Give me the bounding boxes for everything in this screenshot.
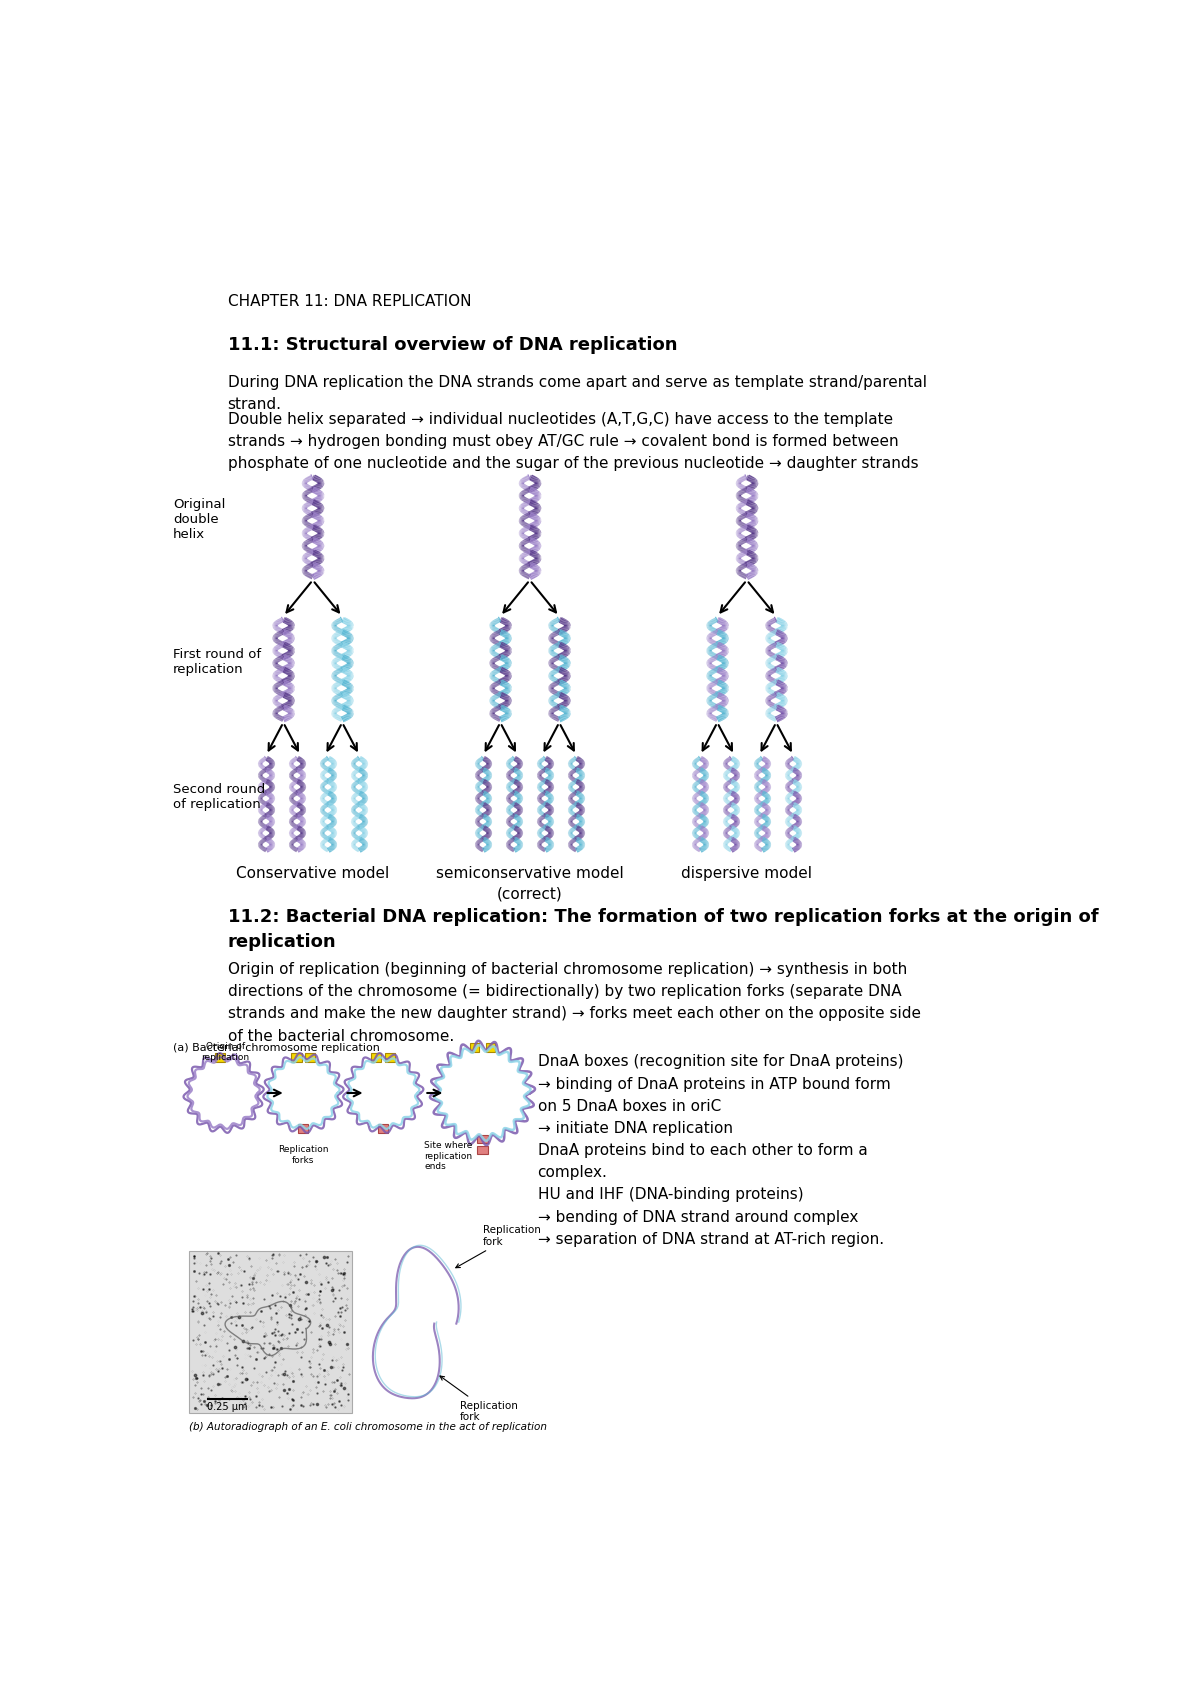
Text: DnaA boxes (recognition site for DnaA proteins)
→ binding of DnaA proteins in AT: DnaA boxes (recognition site for DnaA pr… [538,1054,904,1135]
Bar [188,1251,352,1412]
Bar [478,1145,488,1154]
Text: Site where
replication
ends: Site where replication ends [425,1142,473,1171]
Bar [378,1123,389,1134]
Text: DnaA proteins bind to each other to form a
complex.
HU and IHF (DNA-binding prot: DnaA proteins bind to each other to form… [538,1144,883,1247]
Text: Second round
of replication: Second round of replication [173,782,265,811]
Bar [299,1123,308,1134]
Text: Replication
fork: Replication fork [440,1376,518,1422]
Bar [486,1044,494,1052]
Bar [215,1052,224,1062]
Text: 11.2: Bacterial DNA replication: The formation of two replication forks at the o: 11.2: Bacterial DNA replication: The for… [228,908,1098,952]
Text: CHAPTER 11: DNA REPLICATION: CHAPTER 11: DNA REPLICATION [228,294,470,309]
Text: 11.1: Structural overview of DNA replication: 11.1: Structural overview of DNA replica… [228,336,677,355]
Text: 0.25 μm: 0.25 μm [208,1402,247,1412]
Bar [478,1135,488,1144]
Text: Origin of replication (beginning of bacterial chromosome replication) → synthesi: Origin of replication (beginning of bact… [228,962,920,1044]
Text: Replication
forks: Replication forks [278,1145,329,1164]
Text: First round of
replication: First round of replication [173,648,262,675]
Text: dispersive model: dispersive model [682,865,812,881]
Text: Original
double
helix: Original double helix [173,497,226,541]
Bar [371,1052,382,1062]
Text: During DNA replication the DNA strands come apart and serve as template strand/p: During DNA replication the DNA strands c… [228,375,926,412]
Bar [385,1052,395,1062]
Text: Replication
fork: Replication fork [456,1225,541,1268]
Bar [470,1044,479,1052]
Text: Origin of
replication: Origin of replication [202,1042,250,1062]
Text: semiconservative model
(correct): semiconservative model (correct) [436,865,624,901]
Text: (a) Bacterial chromosome replication: (a) Bacterial chromosome replication [173,1044,380,1052]
Text: Double helix separated → individual nucleotides (A,T,G,C) have access to the tem: Double helix separated → individual nucl… [228,412,918,472]
Text: (b) Autoradiograph of an E. coli chromosome in the act of replication: (b) Autoradiograph of an E. coli chromos… [188,1422,547,1432]
Bar [305,1052,316,1062]
Bar [292,1052,301,1062]
Text: Conservative model: Conservative model [236,865,389,881]
